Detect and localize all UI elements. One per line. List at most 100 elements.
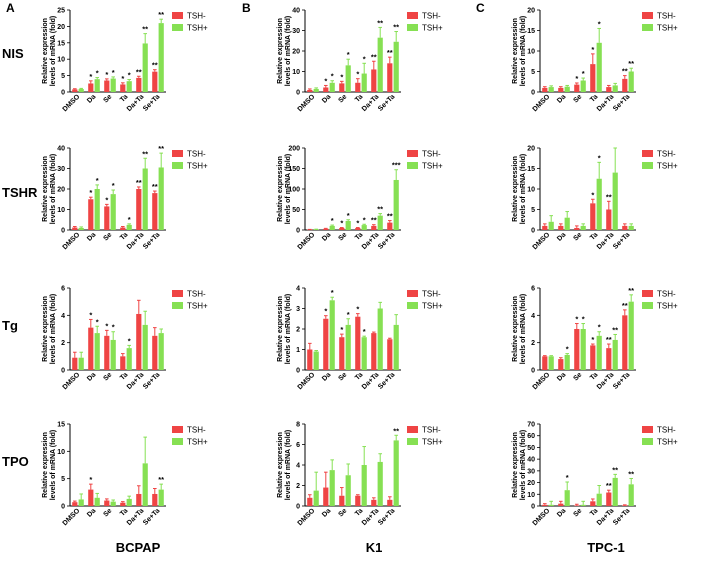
legend-label-tsh-minus: TSH- xyxy=(422,150,441,159)
bar-tsh-minus xyxy=(323,228,329,230)
significance-mark: ** xyxy=(371,216,377,225)
bar-tsh-minus xyxy=(72,89,78,92)
bar-tsh-minus xyxy=(307,497,313,506)
y-tick-label: 10 xyxy=(57,57,65,64)
bar-tsh-minus xyxy=(622,315,628,370)
bar-tsh-plus xyxy=(361,337,367,370)
x-tick-label: Da xyxy=(556,507,567,518)
x-tick-label: Da+Ta xyxy=(596,93,616,113)
bar-tsh-minus xyxy=(323,487,329,506)
x-tick-label: Da+Ta xyxy=(361,93,381,113)
panel-label-b: B xyxy=(242,1,251,15)
y-tick-label: 0 xyxy=(296,504,300,511)
x-tick-label: Da xyxy=(86,371,97,382)
legend-label-tsh-plus: TSH+ xyxy=(187,24,208,33)
x-tick-label: Se xyxy=(102,507,113,518)
y-axis-label-line: levels of mRNA (fold) xyxy=(50,16,57,87)
significance-mark: ** xyxy=(377,18,383,27)
legend-label-tsh-minus: TSH- xyxy=(187,290,206,299)
y-tick-label: 1 xyxy=(296,347,300,354)
legend-label-tsh-plus: TSH+ xyxy=(422,162,443,171)
y-tick-label: 70 xyxy=(527,422,535,429)
bar-tsh-plus xyxy=(393,440,399,506)
legend-swatch-tsh-plus xyxy=(407,162,418,169)
bar-tsh-minus xyxy=(120,227,126,230)
bar-tsh-minus xyxy=(622,505,628,506)
bar-tsh-minus xyxy=(136,313,142,370)
bar-tsh-plus xyxy=(158,23,164,92)
bar-tsh-plus xyxy=(313,351,319,370)
bar-tsh-plus xyxy=(110,78,116,92)
y-tick-label: 30 xyxy=(527,468,535,475)
y-tick-label: 10 xyxy=(57,207,65,214)
x-tick-label: Ta xyxy=(119,93,129,103)
y-tick-label: 15 xyxy=(57,40,65,47)
significance-mark: * xyxy=(128,71,131,80)
x-tick-label: Da+Ta xyxy=(126,231,146,251)
bar-tsh-plus xyxy=(329,225,335,230)
bar-tsh-plus xyxy=(158,489,164,506)
legend-label-tsh-minus: TSH- xyxy=(187,426,206,435)
significance-mark: ** xyxy=(142,25,148,34)
bar-tsh-plus xyxy=(564,490,570,506)
legend-label-tsh-minus: TSH- xyxy=(422,12,441,21)
bar-tsh-minus xyxy=(88,83,94,92)
bar-tsh-minus xyxy=(387,222,393,230)
x-tick-label: Da+Ta xyxy=(361,507,381,527)
significance-mark: * xyxy=(105,321,108,330)
bar-tsh-plus xyxy=(596,42,602,92)
x-tick-label: Ta xyxy=(119,371,129,381)
y-axis-label-line: levels of mRNA (fold) xyxy=(285,16,292,87)
legend-swatch-tsh-plus xyxy=(172,438,183,445)
significance-mark: * xyxy=(363,215,366,224)
y-tick-label: 6 xyxy=(531,286,535,293)
y-tick-label: 0 xyxy=(531,228,535,235)
y-axis-label-line: levels of mRNA (fold) xyxy=(285,154,292,225)
y-axis-label-line: Relative expression xyxy=(277,432,284,498)
x-tick-label: Ta xyxy=(354,507,364,517)
chart-tg-k1: 0 1 2 3 4 Relative expressionlevels of mRNA (… xyxy=(277,286,443,392)
significance-mark: * xyxy=(566,345,569,354)
bar-tsh-plus xyxy=(596,493,602,506)
significance-mark: * xyxy=(363,54,366,63)
significance-mark: ** xyxy=(393,23,399,32)
significance-mark: ** xyxy=(612,465,618,474)
significance-mark: ** xyxy=(152,182,158,191)
significance-mark: * xyxy=(347,211,350,220)
y-tick-label: 20 xyxy=(57,24,65,31)
significance-mark: * xyxy=(598,323,601,332)
significance-mark: * xyxy=(112,323,115,332)
bar-tsh-minus xyxy=(104,500,110,506)
bar-tsh-minus xyxy=(136,493,142,506)
y-tick-label: 150 xyxy=(288,166,300,173)
y-tick-label: 10 xyxy=(57,449,65,456)
bar-tsh-plus xyxy=(548,221,554,230)
bar-tsh-minus xyxy=(387,339,393,370)
x-tick-label: Ta xyxy=(589,93,599,103)
y-tick-label: 50 xyxy=(527,445,535,452)
bar-tsh-plus xyxy=(313,88,319,92)
y-tick-label: 0 xyxy=(296,368,300,375)
y-tick-label: 40 xyxy=(57,146,65,153)
y-axis-label: Relative expressionlevels of mRNA (fold) xyxy=(277,154,292,225)
x-tick-label: Se+Ta xyxy=(377,371,396,390)
significance-mark: * xyxy=(105,70,108,79)
bar-tsh-minus xyxy=(355,82,361,92)
significance-mark: * xyxy=(591,190,594,199)
significance-mark: * xyxy=(598,19,601,28)
significance-mark: * xyxy=(347,310,350,319)
significance-mark: ** xyxy=(158,10,164,19)
y-tick-label: 4 xyxy=(531,313,535,320)
y-axis-label-line: levels of mRNA (fold) xyxy=(285,430,292,501)
bar-tsh-plus xyxy=(142,463,148,506)
x-tick-label: Se xyxy=(572,93,583,104)
x-tick-label: Ta xyxy=(589,371,599,381)
significance-mark: * xyxy=(591,335,594,344)
bar-tsh-plus xyxy=(78,499,84,506)
y-tick-label: 0 xyxy=(61,368,65,375)
y-tick-label: 40 xyxy=(292,8,300,15)
x-tick-label: Da xyxy=(321,93,332,104)
significance-mark: * xyxy=(96,69,99,78)
bar-tsh-minus xyxy=(606,348,612,370)
significance-mark: * xyxy=(324,307,327,316)
